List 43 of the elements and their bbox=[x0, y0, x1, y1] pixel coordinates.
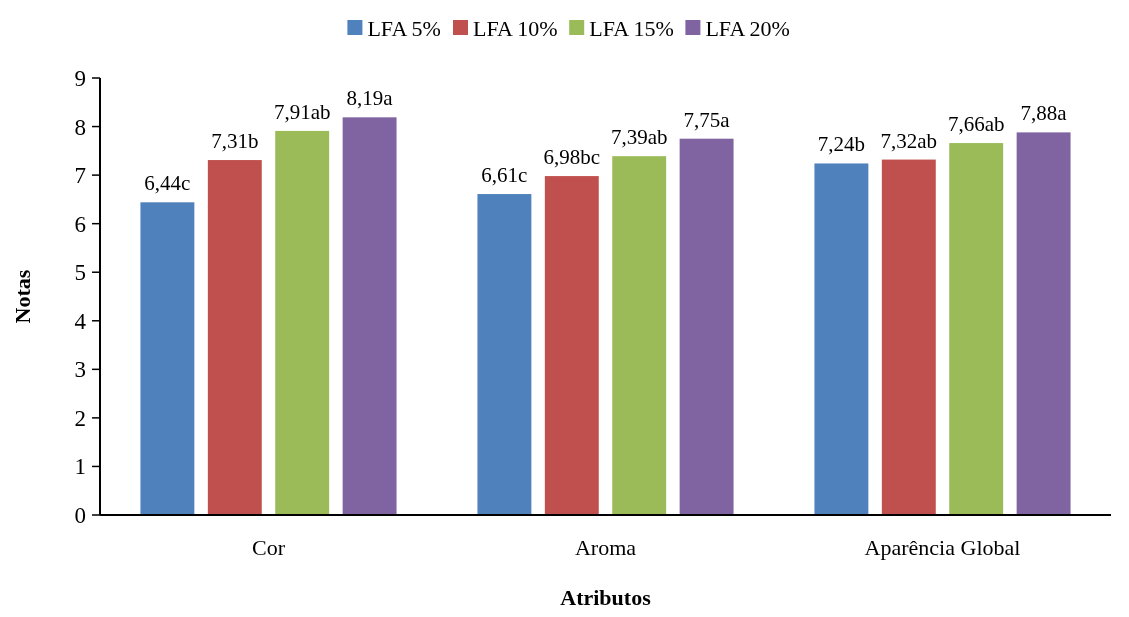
bar bbox=[679, 138, 734, 515]
data-label: 6,61c bbox=[481, 163, 528, 188]
y-tick-label: 7 bbox=[74, 163, 86, 189]
y-tick-label: 5 bbox=[74, 260, 86, 286]
bar bbox=[1016, 132, 1071, 515]
data-label: 7,75a bbox=[683, 107, 731, 132]
legend-label: LFA 5% bbox=[367, 15, 441, 41]
legend-label: LFA 15% bbox=[589, 15, 674, 41]
bar bbox=[477, 194, 532, 515]
y-tick-label: 1 bbox=[74, 454, 86, 480]
data-label: 7,88a bbox=[1020, 101, 1068, 126]
bar bbox=[544, 176, 599, 515]
y-tick-label: 2 bbox=[74, 405, 86, 431]
legend-label: LFA 10% bbox=[473, 15, 558, 41]
data-label: 7,91ab bbox=[273, 99, 331, 124]
data-label: 7,31b bbox=[211, 129, 259, 154]
data-label: 7,66ab bbox=[947, 112, 1005, 137]
bar bbox=[140, 202, 195, 515]
data-label: 7,32ab bbox=[880, 128, 938, 153]
y-tick-label: 4 bbox=[74, 308, 87, 334]
bar bbox=[342, 117, 397, 515]
y-tick-label: 9 bbox=[74, 66, 86, 92]
data-label: 7,39ab bbox=[610, 125, 668, 150]
data-label: 6,98bc bbox=[543, 145, 601, 170]
bar bbox=[814, 163, 869, 515]
data-label: 6,44c bbox=[144, 171, 191, 196]
y-tick-label: 0 bbox=[74, 503, 86, 529]
y-tick-label: 8 bbox=[74, 114, 86, 140]
x-axis-title: Atributos bbox=[560, 585, 652, 610]
y-tick-label: 6 bbox=[74, 211, 86, 237]
bar bbox=[207, 160, 262, 515]
bar bbox=[949, 143, 1004, 515]
data-label: 8,19a bbox=[346, 86, 394, 111]
x-tick-label: Aroma bbox=[574, 535, 637, 560]
x-tick-label: Aparência Global bbox=[864, 535, 1021, 560]
y-tick-label: 3 bbox=[74, 357, 86, 383]
x-tick-label: Cor bbox=[252, 535, 286, 560]
bar bbox=[275, 130, 330, 515]
y-axis-title: Notas bbox=[10, 269, 35, 324]
data-label: 7,24b bbox=[817, 132, 866, 157]
bar bbox=[881, 159, 936, 515]
bar bbox=[612, 156, 667, 515]
legend-label: LFA 20% bbox=[705, 15, 790, 41]
